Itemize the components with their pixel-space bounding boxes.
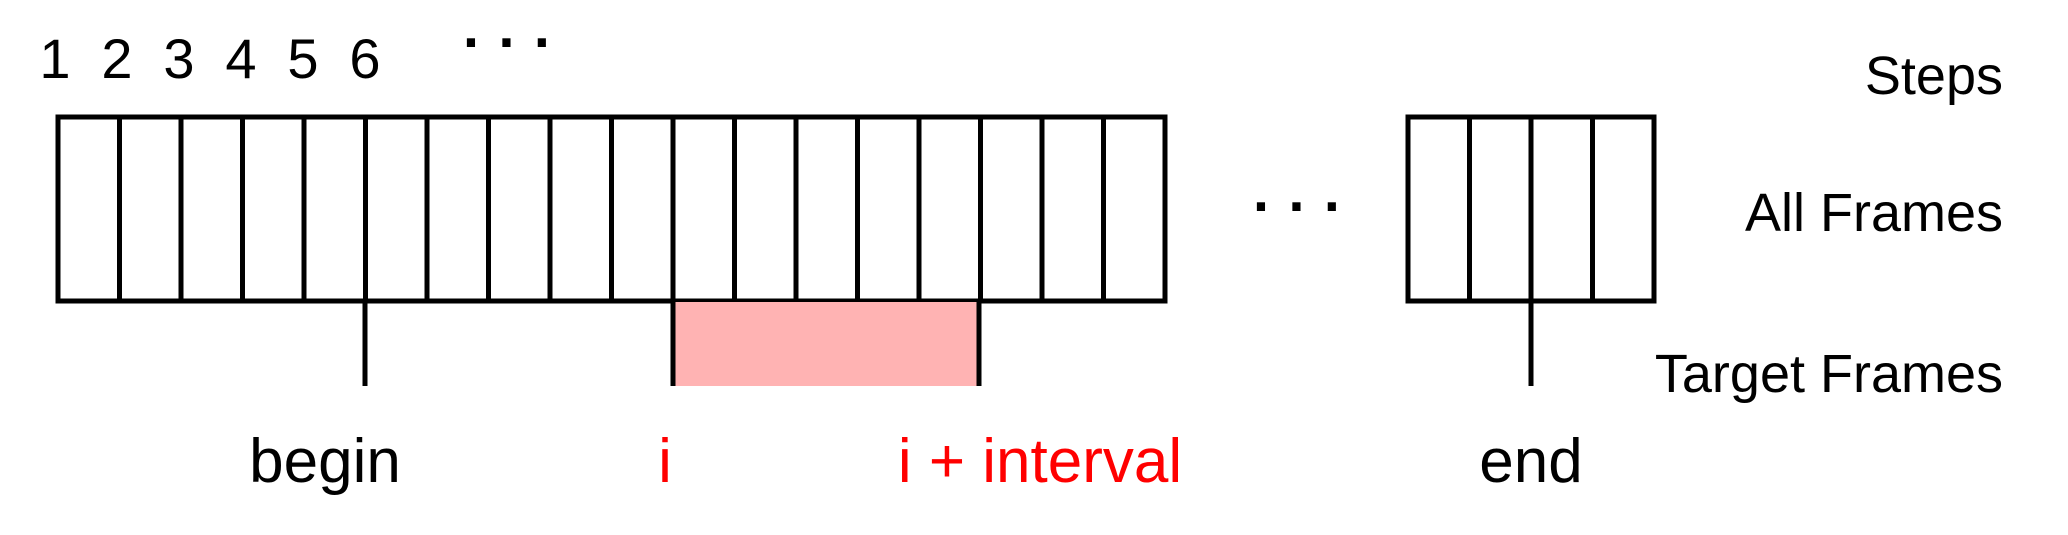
step-number-1: 1: [39, 27, 70, 90]
step-numbers: 1 2 3 4 5 6: [39, 27, 380, 90]
all-frames-row-label: All Frames: [1745, 183, 2003, 243]
step-number-6: 6: [349, 27, 380, 90]
step-number-4: 4: [225, 27, 256, 90]
i-interval-label: i + interval: [898, 427, 1182, 496]
frames-ellipsis: · · ·: [1253, 174, 1343, 239]
step-number-2: 2: [101, 27, 132, 90]
main-block-dividers: [117, 117, 1106, 301]
i-label: i: [658, 427, 672, 496]
steps-row-label: Steps: [1865, 46, 2003, 106]
step-number-3: 3: [163, 27, 194, 90]
end-block-dividers: [1467, 117, 1595, 301]
end-label: end: [1479, 427, 1582, 496]
begin-label: begin: [249, 427, 401, 496]
steps-ellipsis: · · ·: [463, 10, 553, 75]
all-frames-main-block: [55, 114, 1168, 304]
target-frames-row-label: Target Frames: [1655, 344, 2003, 404]
interval-highlight: [673, 302, 979, 386]
all-frames-end-block: [1405, 114, 1657, 304]
step-number-5: 5: [287, 27, 318, 90]
